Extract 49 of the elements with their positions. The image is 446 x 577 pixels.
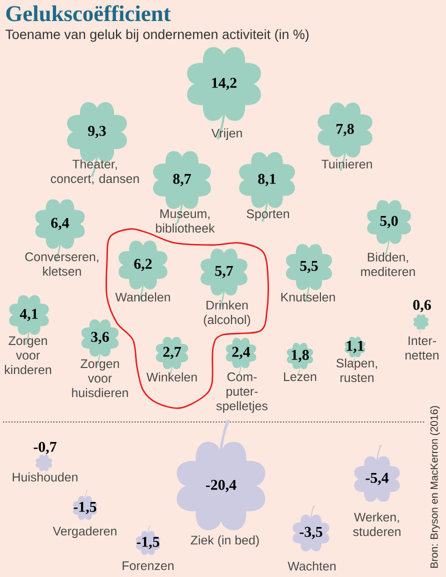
data-label: 5,7 [215, 266, 233, 278]
data-label: 7,8 [336, 124, 354, 136]
category-label: Museum, bibliotheek [156, 209, 215, 233]
text: Toename van geluk bij ondernemen activiteit (in %) [5, 29, 309, 42]
text: Gelukscoëfficient [6, 5, 171, 22]
category-label: Sporten [246, 209, 289, 221]
data-label: 9,3 [88, 126, 106, 138]
data-label: 2,4 [232, 346, 250, 360]
data-label: 1,1 [346, 340, 364, 354]
data-label: 1,8 [292, 350, 309, 362]
data-label: 3,6 [91, 332, 109, 344]
category-label: Wandelen [115, 292, 170, 302]
text: Bron: Bryson en MacKerron (2016) [430, 406, 440, 568]
data-label: -1,5 [74, 502, 96, 514]
data-label: 8,7 [173, 174, 191, 186]
category-label: Wachten [288, 561, 336, 571]
category-label: Ziek (in bed) [190, 535, 259, 547]
data-label: 0,6 [413, 300, 431, 312]
category-label: Inter-netten [406, 336, 438, 360]
category-label: Bidden, mediteren [361, 252, 415, 276]
category-label: Zorgen voor huisdieren [72, 359, 128, 398]
category-label: Vrijen [211, 128, 242, 140]
data-label: 6,4 [51, 218, 70, 230]
data-label: -20,4 [206, 480, 236, 492]
category-label: Tuinieren [322, 159, 372, 169]
data-label: 14,2 [212, 78, 236, 90]
category-label: Zorgen voor kinderen [4, 336, 52, 374]
category-label: Winkelen [146, 372, 197, 382]
category-label: Huishouden [12, 472, 78, 482]
category-label: Lezen [284, 372, 316, 382]
data-label: 5,5 [300, 260, 318, 274]
data-label: -1,5 [136, 536, 160, 550]
category-label: Converseren, kletsen [25, 252, 98, 276]
data-label: 4,1 [20, 308, 38, 322]
data-label: -3,5 [300, 526, 322, 540]
category-label: Slapen, rusten [336, 358, 377, 382]
data-label: 6,2 [134, 258, 152, 272]
category-label: Knutselen [281, 292, 335, 302]
data-label: 2,7 [163, 346, 181, 360]
category-label: Forenzen [122, 561, 174, 570]
category-label: Vergaderen [52, 526, 116, 538]
data-label: -5,4 [366, 472, 389, 486]
category-label: Werken, studeren [353, 512, 400, 536]
data-label: -0,7 [34, 442, 56, 454]
category-label: Drinken (alcohol) [204, 300, 250, 327]
category-label: Theater, concert, dansen [50, 159, 139, 185]
category-label: Com-puter-spelletjes [216, 372, 268, 413]
data-label: 5,0 [380, 216, 398, 228]
data-label: 8,1 [258, 174, 276, 186]
